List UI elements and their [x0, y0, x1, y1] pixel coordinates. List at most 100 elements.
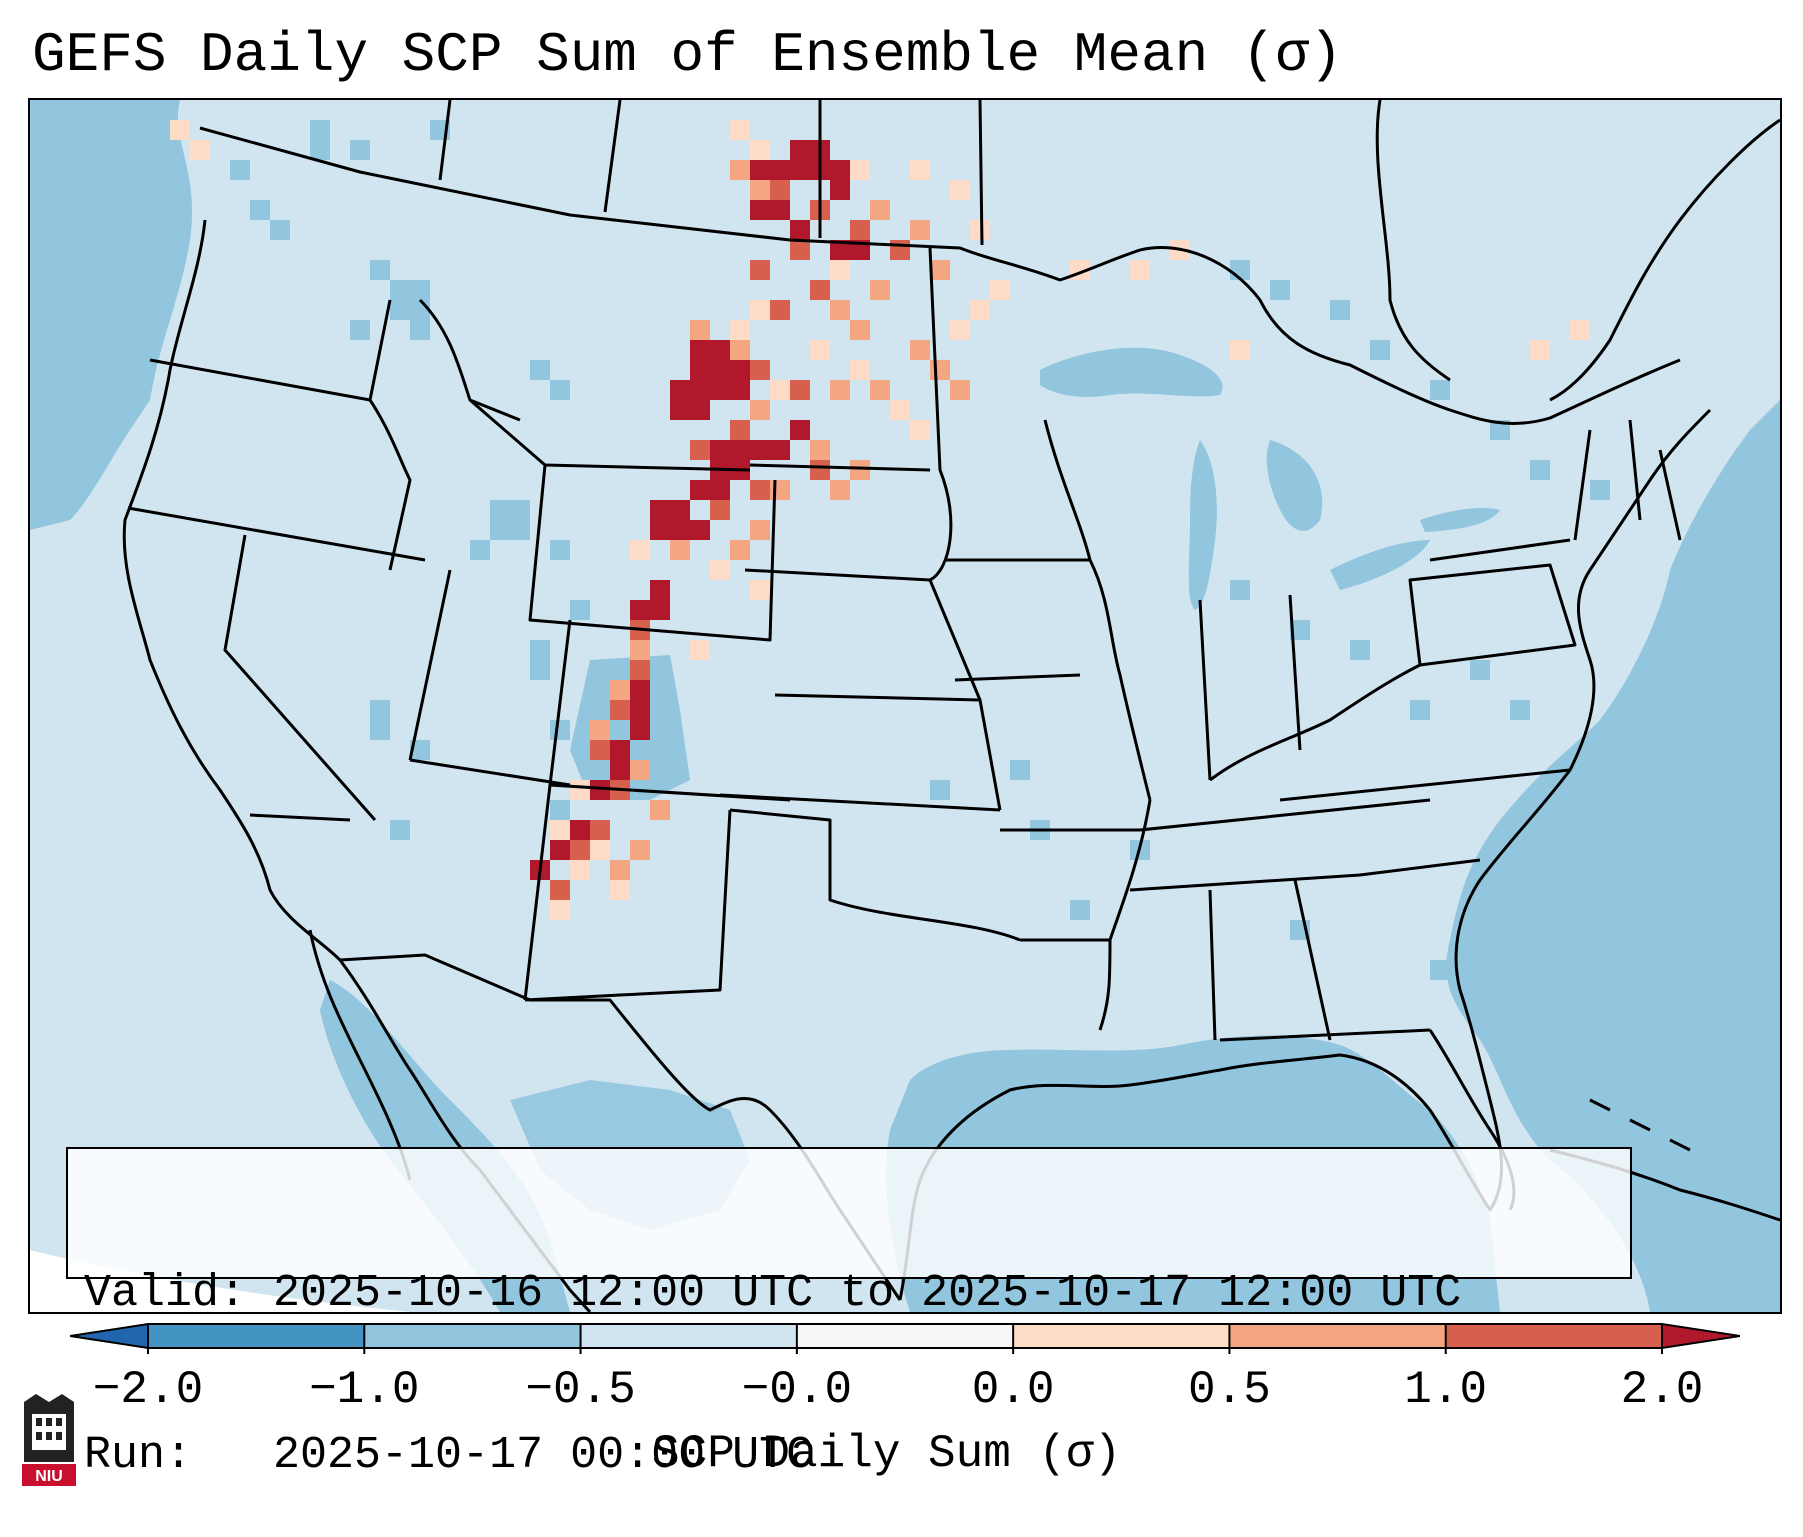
- blue-anomaly-cell: [1290, 620, 1310, 640]
- blue-anomaly-cell: [550, 800, 570, 820]
- ia-il-border: [1088, 559, 1152, 801]
- faint-positive-cell: [1230, 340, 1250, 360]
- faint-positive-cell: [1530, 340, 1550, 360]
- strong-positive-cell: [630, 600, 650, 620]
- faint-positive-cell: [850, 160, 870, 180]
- us-east-coast: [1454, 408, 1712, 991]
- atlantic-ocean: [1446, 400, 1780, 1312]
- lake-ontario: [1420, 508, 1500, 532]
- faint-positive-cell: [570, 860, 590, 880]
- canada-province-2: [603, 100, 622, 213]
- light-positive-cell: [610, 860, 630, 880]
- faint-positive-cell: [950, 180, 970, 200]
- blue-anomaly-cell: [1070, 900, 1090, 920]
- blue-anomaly-cell: [1350, 640, 1370, 660]
- light-positive-cell: [730, 160, 750, 180]
- blue-anomaly-cell: [370, 700, 390, 740]
- ia-mo-border: [954, 673, 1081, 682]
- bahamas-island: [1589, 1098, 1691, 1152]
- pacific-ocean: [30, 100, 193, 530]
- negative-anomaly-patches: [230, 120, 1610, 1020]
- valid-line: Valid: 2025-10-16 12:00 UTC to 2025-10-1…: [84, 1268, 1462, 1319]
- colorbar-segment: [1013, 1324, 1230, 1348]
- light-positive-cell: [590, 720, 610, 740]
- mid-positive-cell: [710, 500, 730, 520]
- id-border: [368, 299, 412, 571]
- light-positive-cell: [830, 300, 850, 320]
- faint-positive-cell: [850, 360, 870, 380]
- faint-positive-cell: [1130, 260, 1150, 280]
- colorbar-tick-label: −2.0: [92, 1364, 204, 1416]
- strong-positive-cell: [790, 140, 830, 180]
- niu-huskie-logo-icon: NIU: [22, 1394, 76, 1486]
- ca-nv-diag: [223, 534, 377, 821]
- faint-positive-cell: [550, 900, 570, 920]
- blue-anomaly-cell: [470, 540, 490, 560]
- blue-anomaly-cell: [610, 660, 630, 680]
- light-positive-cell: [730, 340, 750, 360]
- blue-anomaly-cell: [410, 320, 430, 340]
- canada-east-coast: [1549, 118, 1780, 402]
- blue-anomaly-cell: [1470, 1000, 1490, 1020]
- ky-tn-border: [1139, 798, 1431, 832]
- mid-positive-cell: [590, 820, 610, 840]
- blue-anomaly-cell: [1330, 300, 1350, 320]
- ms-al-border: [1208, 889, 1217, 1041]
- colorbar-extend-high: [1661, 1322, 1740, 1350]
- light-positive-cell: [830, 380, 850, 400]
- mid-positive-cell: [590, 740, 610, 760]
- colorbar-ticks: [147, 1324, 1663, 1354]
- il-in-border: [1198, 599, 1212, 781]
- id-mt-border: [418, 298, 521, 422]
- blue-anomaly-cell: [1370, 340, 1390, 360]
- strong-positive-cell: [590, 780, 610, 800]
- blue-anomaly-cell: [1590, 480, 1610, 500]
- blue-anomaly-cell: [490, 500, 530, 540]
- mid-positive-cell: [890, 240, 910, 260]
- tx-ok-border: [729, 808, 1021, 942]
- colorbar-tick-label: −0.0: [741, 1364, 853, 1416]
- ohio-river: [1209, 663, 1421, 782]
- blue-anomaly-cell: [350, 140, 370, 160]
- ca-az-border: [249, 813, 351, 822]
- faint-positive-cell: [690, 640, 710, 660]
- blue-anomaly-cell: [1430, 380, 1450, 400]
- mid-positive-cell: [790, 380, 810, 400]
- colorbar-tick-label: −1.0: [309, 1364, 420, 1416]
- blue-anomaly-cell: [250, 200, 270, 220]
- strong-positive-cell: [570, 820, 590, 840]
- lake-superior: [1040, 347, 1223, 397]
- light-positive-cell: [630, 640, 650, 660]
- map-panel: [28, 98, 1782, 1314]
- blue-anomaly-cell: [530, 640, 550, 680]
- faint-positive-cell: [910, 160, 930, 180]
- blue-anomaly-cell: [230, 160, 250, 180]
- faint-positive-cell: [1570, 320, 1590, 340]
- nm-tx-border: [524, 809, 732, 1002]
- light-positive-cell: [810, 440, 830, 460]
- blue-anomaly-cell: [1410, 700, 1430, 720]
- light-positive-cell: [910, 220, 930, 240]
- light-positive-cell: [930, 360, 950, 380]
- strong-positive-cell: [650, 500, 690, 540]
- positive-anomaly-field: [170, 120, 1590, 920]
- faint-positive-cell: [630, 540, 650, 560]
- light-positive-cell: [870, 280, 890, 300]
- canada-province-4: [978, 100, 984, 246]
- colorbar-segments: [148, 1324, 1663, 1348]
- lake-michigan: [1188, 440, 1217, 610]
- light-positive-cell: [870, 380, 890, 400]
- strong-positive-cell: [750, 440, 790, 460]
- blue-anomaly-cell: [550, 720, 570, 740]
- faint-positive-cell: [190, 140, 210, 160]
- light-positive-cell: [750, 400, 770, 420]
- faint-positive-cell: [830, 260, 850, 280]
- colorbar-extend-low: [70, 1322, 149, 1350]
- va-nc-border: [1279, 768, 1571, 802]
- canada-quebec-ontario: [1375, 100, 1451, 382]
- blue-anomaly-cell: [310, 120, 330, 160]
- in-oh-border: [1288, 594, 1302, 751]
- ok-ks-border: [719, 793, 1001, 812]
- blue-anomaly-cell: [350, 320, 370, 340]
- strong-positive-cell: [790, 220, 810, 240]
